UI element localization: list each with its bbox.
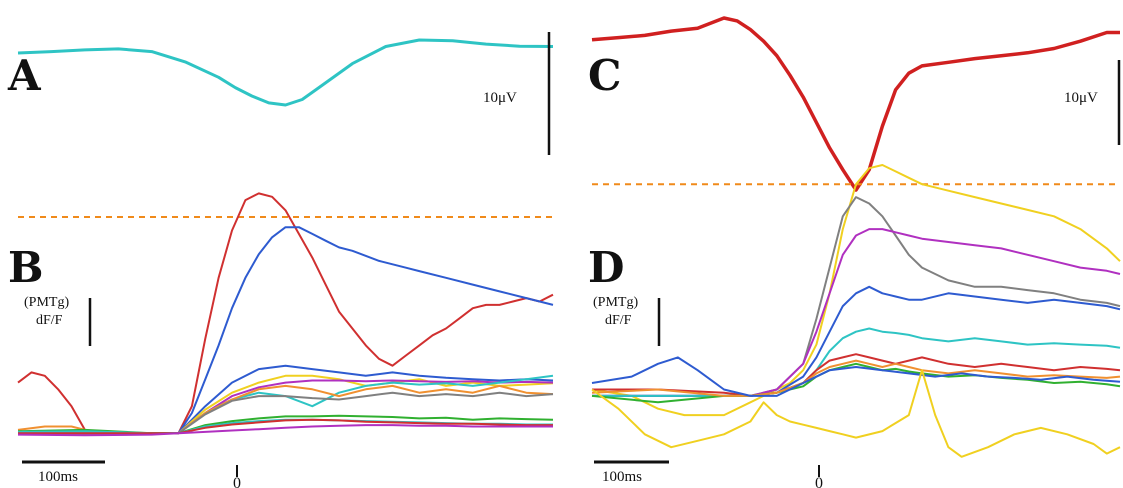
ylabel-b-line2: dF/F <box>36 313 63 328</box>
ylabel-b-line1: (PMTg) <box>24 295 69 310</box>
panel-letter-d: D <box>588 243 624 292</box>
panel-letter-a: A <box>7 51 42 100</box>
lines-c <box>591 16 1120 192</box>
scale-label-a: 10μV <box>483 90 517 106</box>
series-line-d-7 <box>591 359 1121 397</box>
zero-label-d: 0 <box>815 475 823 488</box>
time-scale-label-b: 100ms <box>38 469 78 485</box>
panel-letter-c: C <box>588 51 621 100</box>
lines-d <box>591 164 1121 458</box>
zero-label-b: 0 <box>233 475 241 488</box>
series-line-d-8 <box>591 356 1121 397</box>
series-line-d-0 <box>591 164 1121 417</box>
scale-label-c: 10μV <box>1064 90 1098 106</box>
panel-letter-b: B <box>8 243 44 292</box>
series-line-a-0 <box>17 38 554 107</box>
panel-b: B (PMTg) dF/F 100ms 0 <box>8 192 554 488</box>
series-line-d-4 <box>592 327 1121 397</box>
panel-a: A 10μV <box>7 32 554 155</box>
panel-c: C 10μV <box>588 16 1121 192</box>
series-line-b-11 <box>17 424 553 437</box>
panel-d: D (PMTg) dF/F 100ms 0 <box>588 164 1121 488</box>
series-line-b-4 <box>18 379 554 435</box>
series-line-c-0 <box>591 16 1120 192</box>
lines-b <box>17 192 554 437</box>
series-line-d-9 <box>591 369 1121 458</box>
ylabel-d-line1: (PMTg) <box>593 295 638 310</box>
ylabel-d-line2: dF/F <box>605 313 632 328</box>
series-line-b-0 <box>17 192 554 435</box>
time-scale-label-d: 100ms <box>602 469 642 485</box>
series-line-d-2 <box>592 228 1121 397</box>
series-line-b-1 <box>18 226 554 435</box>
lines-a <box>17 38 554 107</box>
